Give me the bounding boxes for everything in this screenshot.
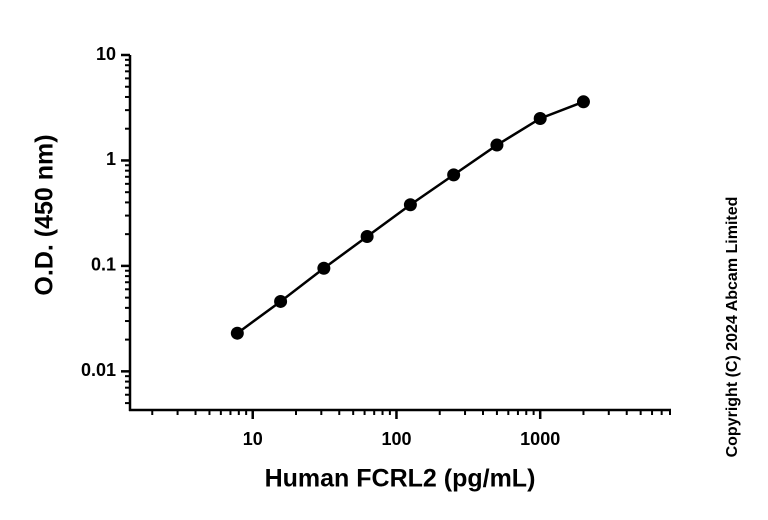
data-point [274,294,288,308]
data-point [317,261,331,275]
x-tick-label: 10 [243,429,263,449]
x-axis-title: Human FCRL2 (pg/mL) [265,465,536,493]
data-point [230,326,244,340]
y-tick-label: 0.01 [81,360,116,380]
data-point [576,95,590,109]
y-tick-label: 10 [96,44,116,64]
data-point [403,198,417,212]
copyright-note: Copyright (C) 2024 Abcam Limited [724,197,741,458]
y-tick-label: 1 [106,149,116,169]
x-tick-label: 100 [381,429,411,449]
data-point [490,138,504,152]
x-tick-label: 1000 [520,429,560,449]
y-axis-title: O.D. (450 nm) [31,134,59,295]
data-point [360,230,374,244]
fit-line [236,100,584,335]
data-point [447,168,461,182]
y-tick-label: 0.1 [91,255,116,275]
data-point [533,111,547,125]
